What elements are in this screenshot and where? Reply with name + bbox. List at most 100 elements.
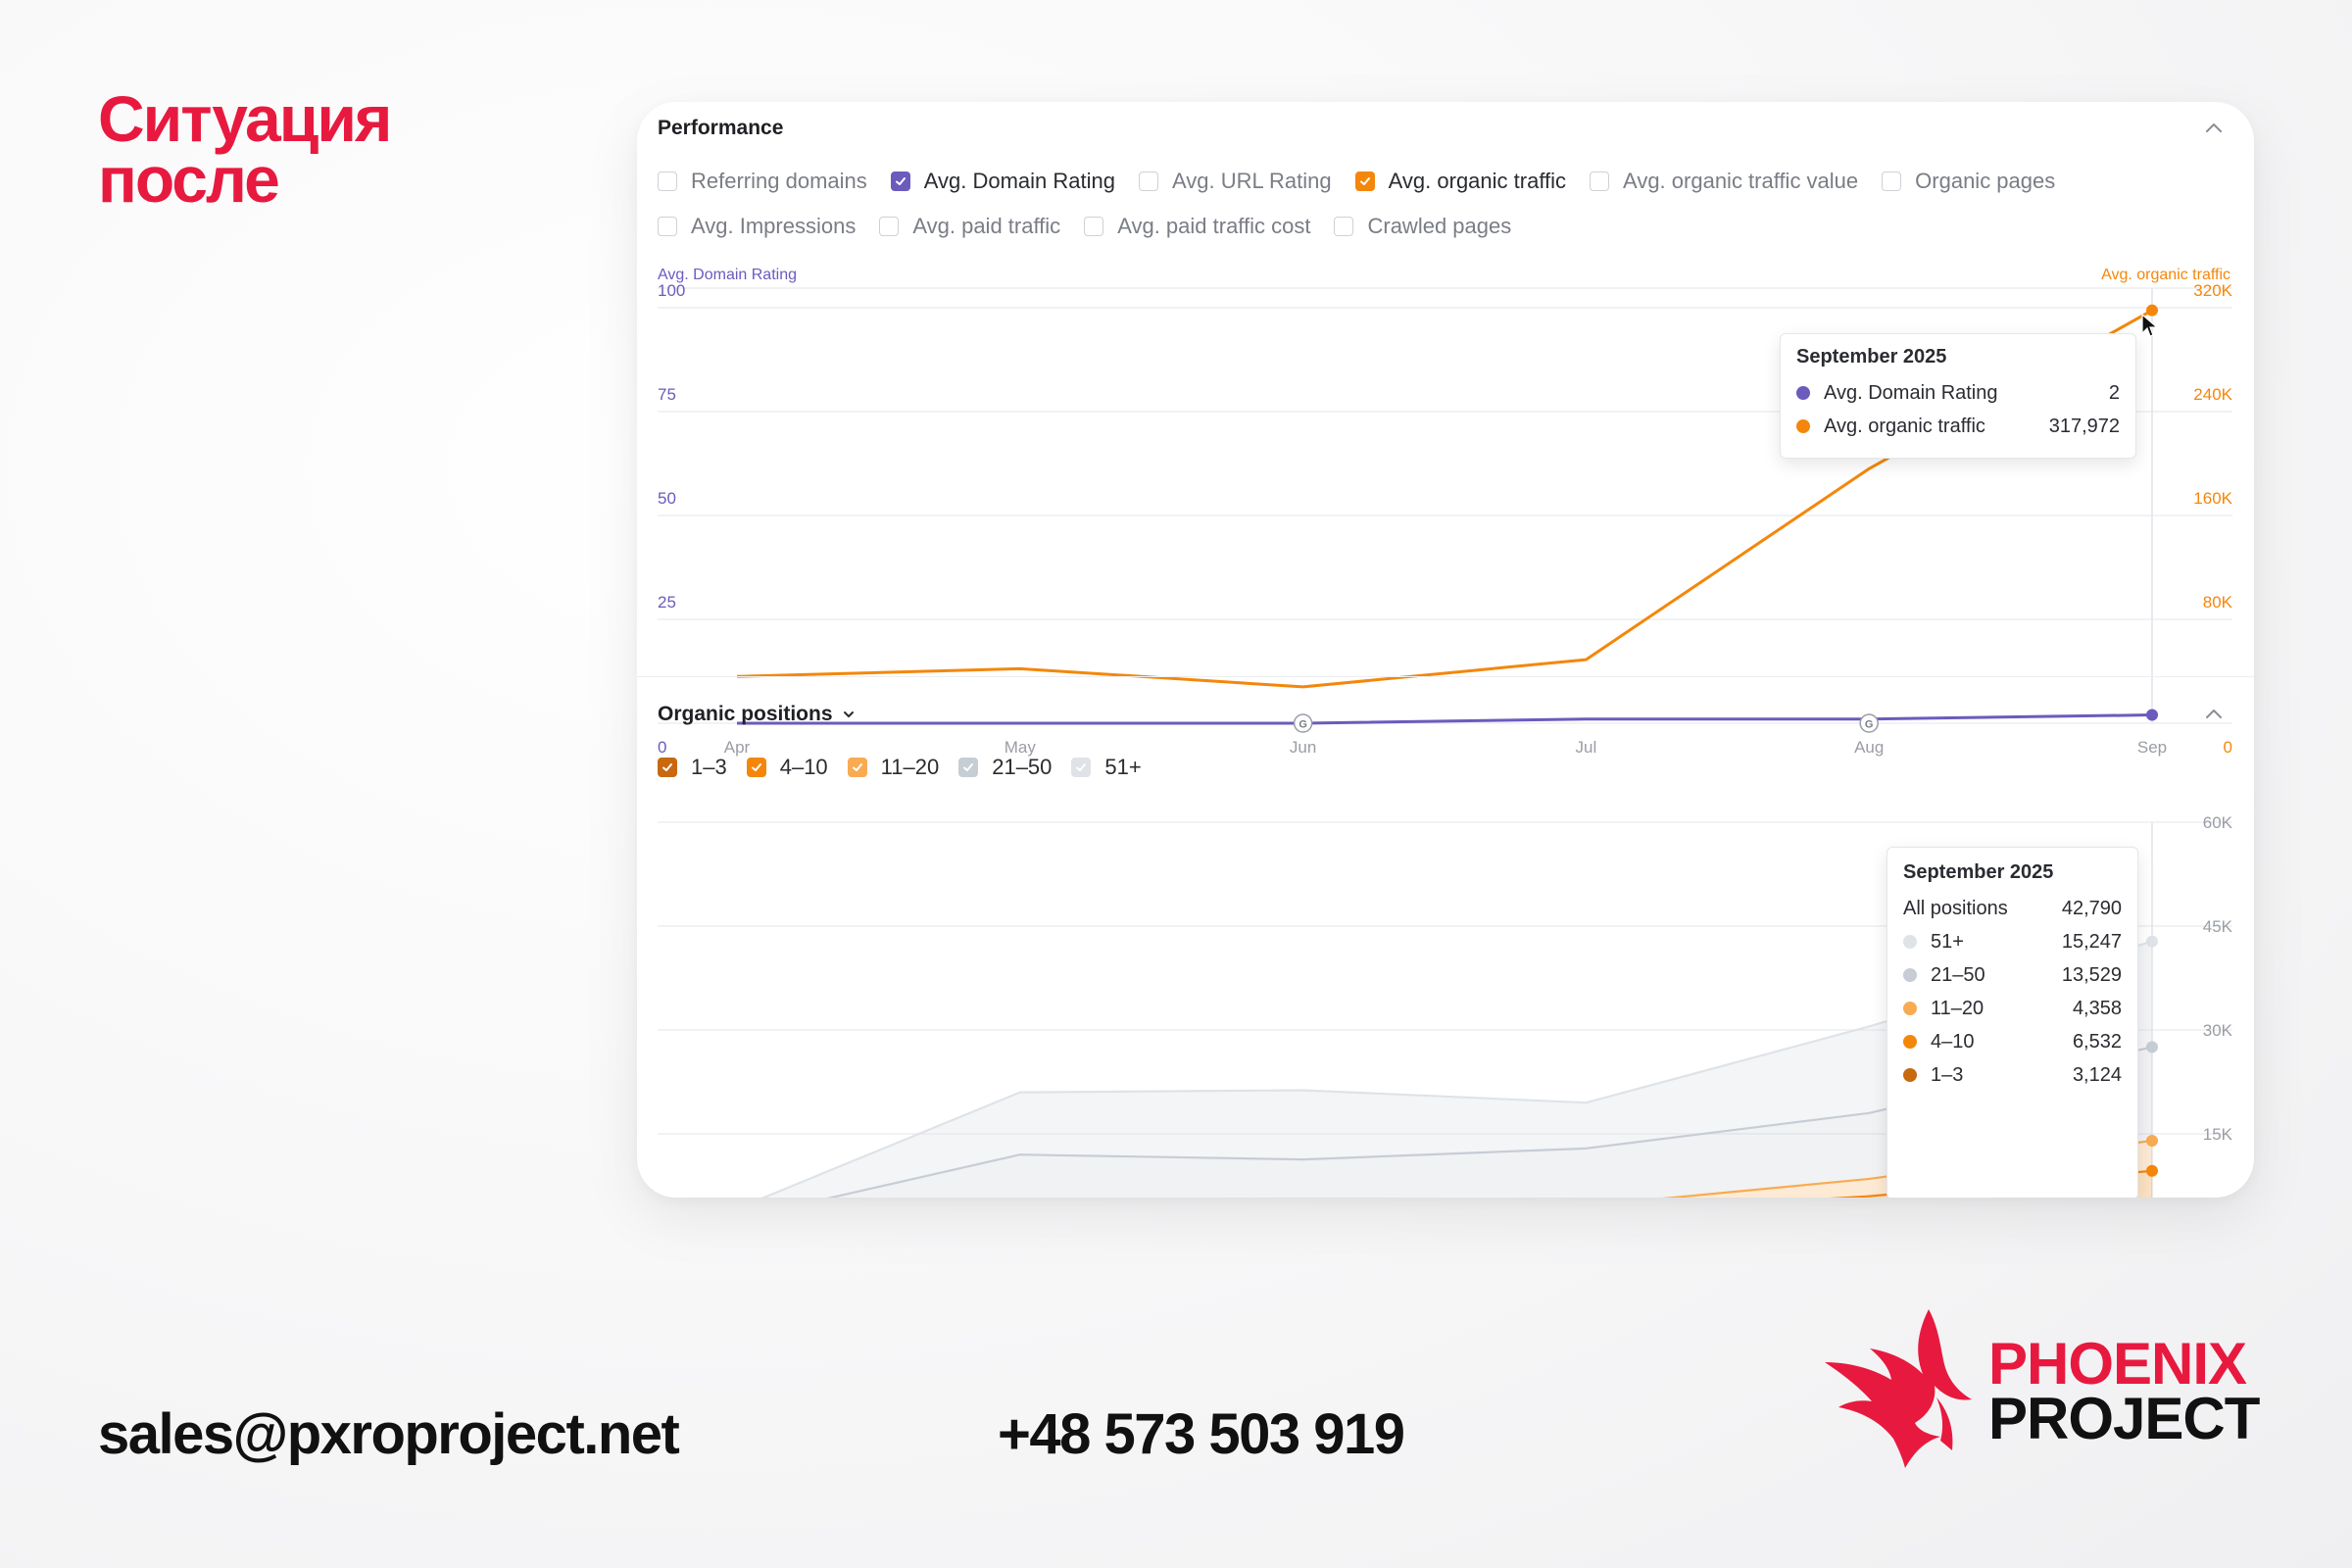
y-tick-label-right: 45K — [2203, 917, 2233, 936]
series-point — [2146, 304, 2158, 317]
tooltip-row: 1–3 3,124 — [1903, 1058, 2122, 1092]
organic-positions-dropdown[interactable]: Organic positions — [658, 703, 857, 726]
checkbox-label: 4–10 — [779, 755, 828, 779]
tooltip-title: September 2025 — [1796, 346, 1947, 368]
dashboard-card: Performance Referring domains Avg. Domain… — [637, 102, 2254, 1198]
checkbox-empty-icon — [1882, 172, 1902, 191]
metric-checkbox[interactable]: Avg. Impressions — [658, 214, 856, 239]
series-area — [763, 941, 2152, 1198]
tooltip-row-value: 13,529 — [2061, 963, 2122, 986]
checkbox-label: Avg. Impressions — [691, 214, 857, 238]
logo-line-2: PROJECT — [1988, 1386, 2260, 1451]
performance-metrics-row-2: Avg. Impressions Avg. paid traffic Avg. pa… — [658, 214, 1535, 239]
checkbox-label: Avg. paid traffic — [912, 214, 1061, 238]
metric-checkbox[interactable]: Avg. URL Rating — [1139, 169, 1332, 194]
tooltip-row-value: 15,247 — [2061, 930, 2122, 953]
performance-title: Performance — [658, 117, 784, 139]
phoenix-project-logo: PHOENIX PROJECT — [1821, 1303, 2262, 1470]
checkbox-label: 1–3 — [691, 755, 727, 779]
tooltip-total-label: All positions — [1903, 897, 2008, 919]
metric-checkbox[interactable]: Avg. paid traffic cost — [1084, 214, 1310, 239]
checkbox-checked-icon — [847, 758, 867, 777]
y-tick-label-left: 50 — [658, 489, 676, 508]
y-tick-label-left: 25 — [658, 593, 676, 612]
checkbox-label: Organic pages — [1915, 169, 2056, 193]
contact-email[interactable]: sales@pxroproject.net — [98, 1402, 680, 1466]
series-point — [2146, 1134, 2158, 1147]
metric-checkbox[interactable]: Organic pages — [1882, 169, 2055, 194]
x-tick-label: May — [1004, 738, 1037, 757]
heading-line-1: Ситуация — [98, 82, 392, 155]
metric-checkbox[interactable]: Avg. Domain Rating — [890, 169, 1115, 194]
organic-tooltip: September 2025 All positions 42,790 51+ 1… — [1886, 847, 2138, 1198]
checkbox-checked-icon — [1354, 172, 1375, 191]
tooltip-row-label: Avg. organic traffic — [1824, 415, 1985, 437]
tooltip-row: Avg. organic traffic 317,972 — [1796, 410, 2120, 443]
tooltip-title: September 2025 — [1903, 861, 2054, 883]
y-tick-label-left: 0 — [658, 738, 666, 757]
checkbox-label: Avg. URL Rating — [1172, 169, 1332, 193]
google-update-icon: G — [1859, 713, 1879, 733]
tooltip-row-value: 317,972 — [2048, 415, 2120, 437]
metric-checkbox[interactable]: 1–3 — [658, 755, 727, 780]
y-tick-label-right: 0 — [2224, 738, 2232, 757]
contact-phone[interactable]: +48 573 503 919 — [998, 1402, 1405, 1466]
logo-line-1: PHOENIX — [1988, 1331, 2247, 1396]
metric-checkbox[interactable]: 51+ — [1071, 755, 1142, 780]
y-tick-label-left: 75 — [658, 385, 676, 404]
tooltip-row-label: 1–3 — [1931, 1063, 1964, 1086]
series-point — [2146, 1041, 2158, 1054]
google-update-letter: G — [1298, 719, 1307, 731]
y-tick-label-right: 60K — [2203, 813, 2233, 832]
x-tick-label: Jul — [1576, 738, 1597, 757]
checkbox-empty-icon — [1334, 217, 1354, 236]
checkbox-label: 51+ — [1104, 755, 1142, 779]
tooltip-total-value: 42,790 — [2061, 897, 2122, 919]
y-tick-label-right: 30K — [2203, 1021, 2233, 1040]
y-tick-label-right: 320K — [2193, 281, 2232, 300]
performance-tooltip: September 2025 Avg. Domain Rating 2 Avg.… — [1780, 333, 2136, 459]
organic-title: Organic positions — [658, 703, 833, 725]
performance-collapse-button[interactable] — [2201, 116, 2227, 141]
checkbox-empty-icon — [1590, 172, 1610, 191]
legend-dot — [1903, 1002, 1917, 1015]
checkbox-label: 11–20 — [880, 755, 940, 779]
checkbox-label: Avg. organic traffic — [1388, 169, 1567, 193]
checkbox-label: Avg. Domain Rating — [923, 169, 1115, 193]
metric-checkbox[interactable]: Avg. organic traffic value — [1590, 169, 1858, 194]
tooltip-row: 51+ 15,247 — [1903, 925, 2122, 958]
legend-dot — [1796, 419, 1810, 433]
checkbox-checked-icon — [746, 758, 766, 777]
checkbox-empty-icon — [658, 217, 677, 236]
x-tick-label: Jun — [1290, 738, 1316, 757]
metric-checkbox[interactable]: Crawled pages — [1334, 214, 1511, 239]
checkbox-checked-icon — [890, 172, 910, 191]
tooltip-row-value: 6,532 — [2072, 1030, 2122, 1053]
checkbox-label: Referring domains — [691, 169, 867, 193]
heading-line-2: после — [98, 143, 280, 216]
left-axis-title: Avg. Domain Rating — [658, 267, 797, 283]
metric-checkbox[interactable]: Avg. organic traffic — [1354, 169, 1567, 194]
tooltip-row: 4–10 6,532 — [1903, 1025, 2122, 1058]
organic-collapse-button[interactable] — [2201, 702, 2227, 727]
checkbox-empty-icon — [1139, 172, 1158, 191]
metric-checkbox[interactable]: 21–50 — [958, 755, 1052, 780]
metric-checkbox[interactable]: 11–20 — [847, 755, 940, 780]
tooltip-row-value: 2 — [2108, 381, 2120, 404]
metric-checkbox[interactable]: 4–10 — [746, 755, 828, 780]
legend-dot — [1796, 386, 1810, 400]
tooltip-row: Avg. Domain Rating 2 — [1796, 376, 2120, 410]
legend-dot — [1903, 1068, 1917, 1082]
series-line — [737, 713, 2153, 725]
phoenix-bird-icon — [1825, 1309, 1972, 1468]
tooltip-row: 11–20 4,358 — [1903, 992, 2122, 1025]
metric-checkbox[interactable]: Avg. paid traffic — [879, 214, 1060, 239]
tooltip-row-label: 21–50 — [1931, 963, 1985, 986]
series-point — [2146, 935, 2158, 948]
legend-dot — [1903, 935, 1917, 949]
y-tick-label-right: 80K — [2203, 593, 2233, 612]
x-tick-label: Aug — [1854, 738, 1884, 757]
tooltip-row-label: Avg. Domain Rating — [1824, 381, 1998, 404]
tooltip-row-value: 4,358 — [2072, 997, 2122, 1019]
metric-checkbox[interactable]: Referring domains — [658, 169, 867, 194]
